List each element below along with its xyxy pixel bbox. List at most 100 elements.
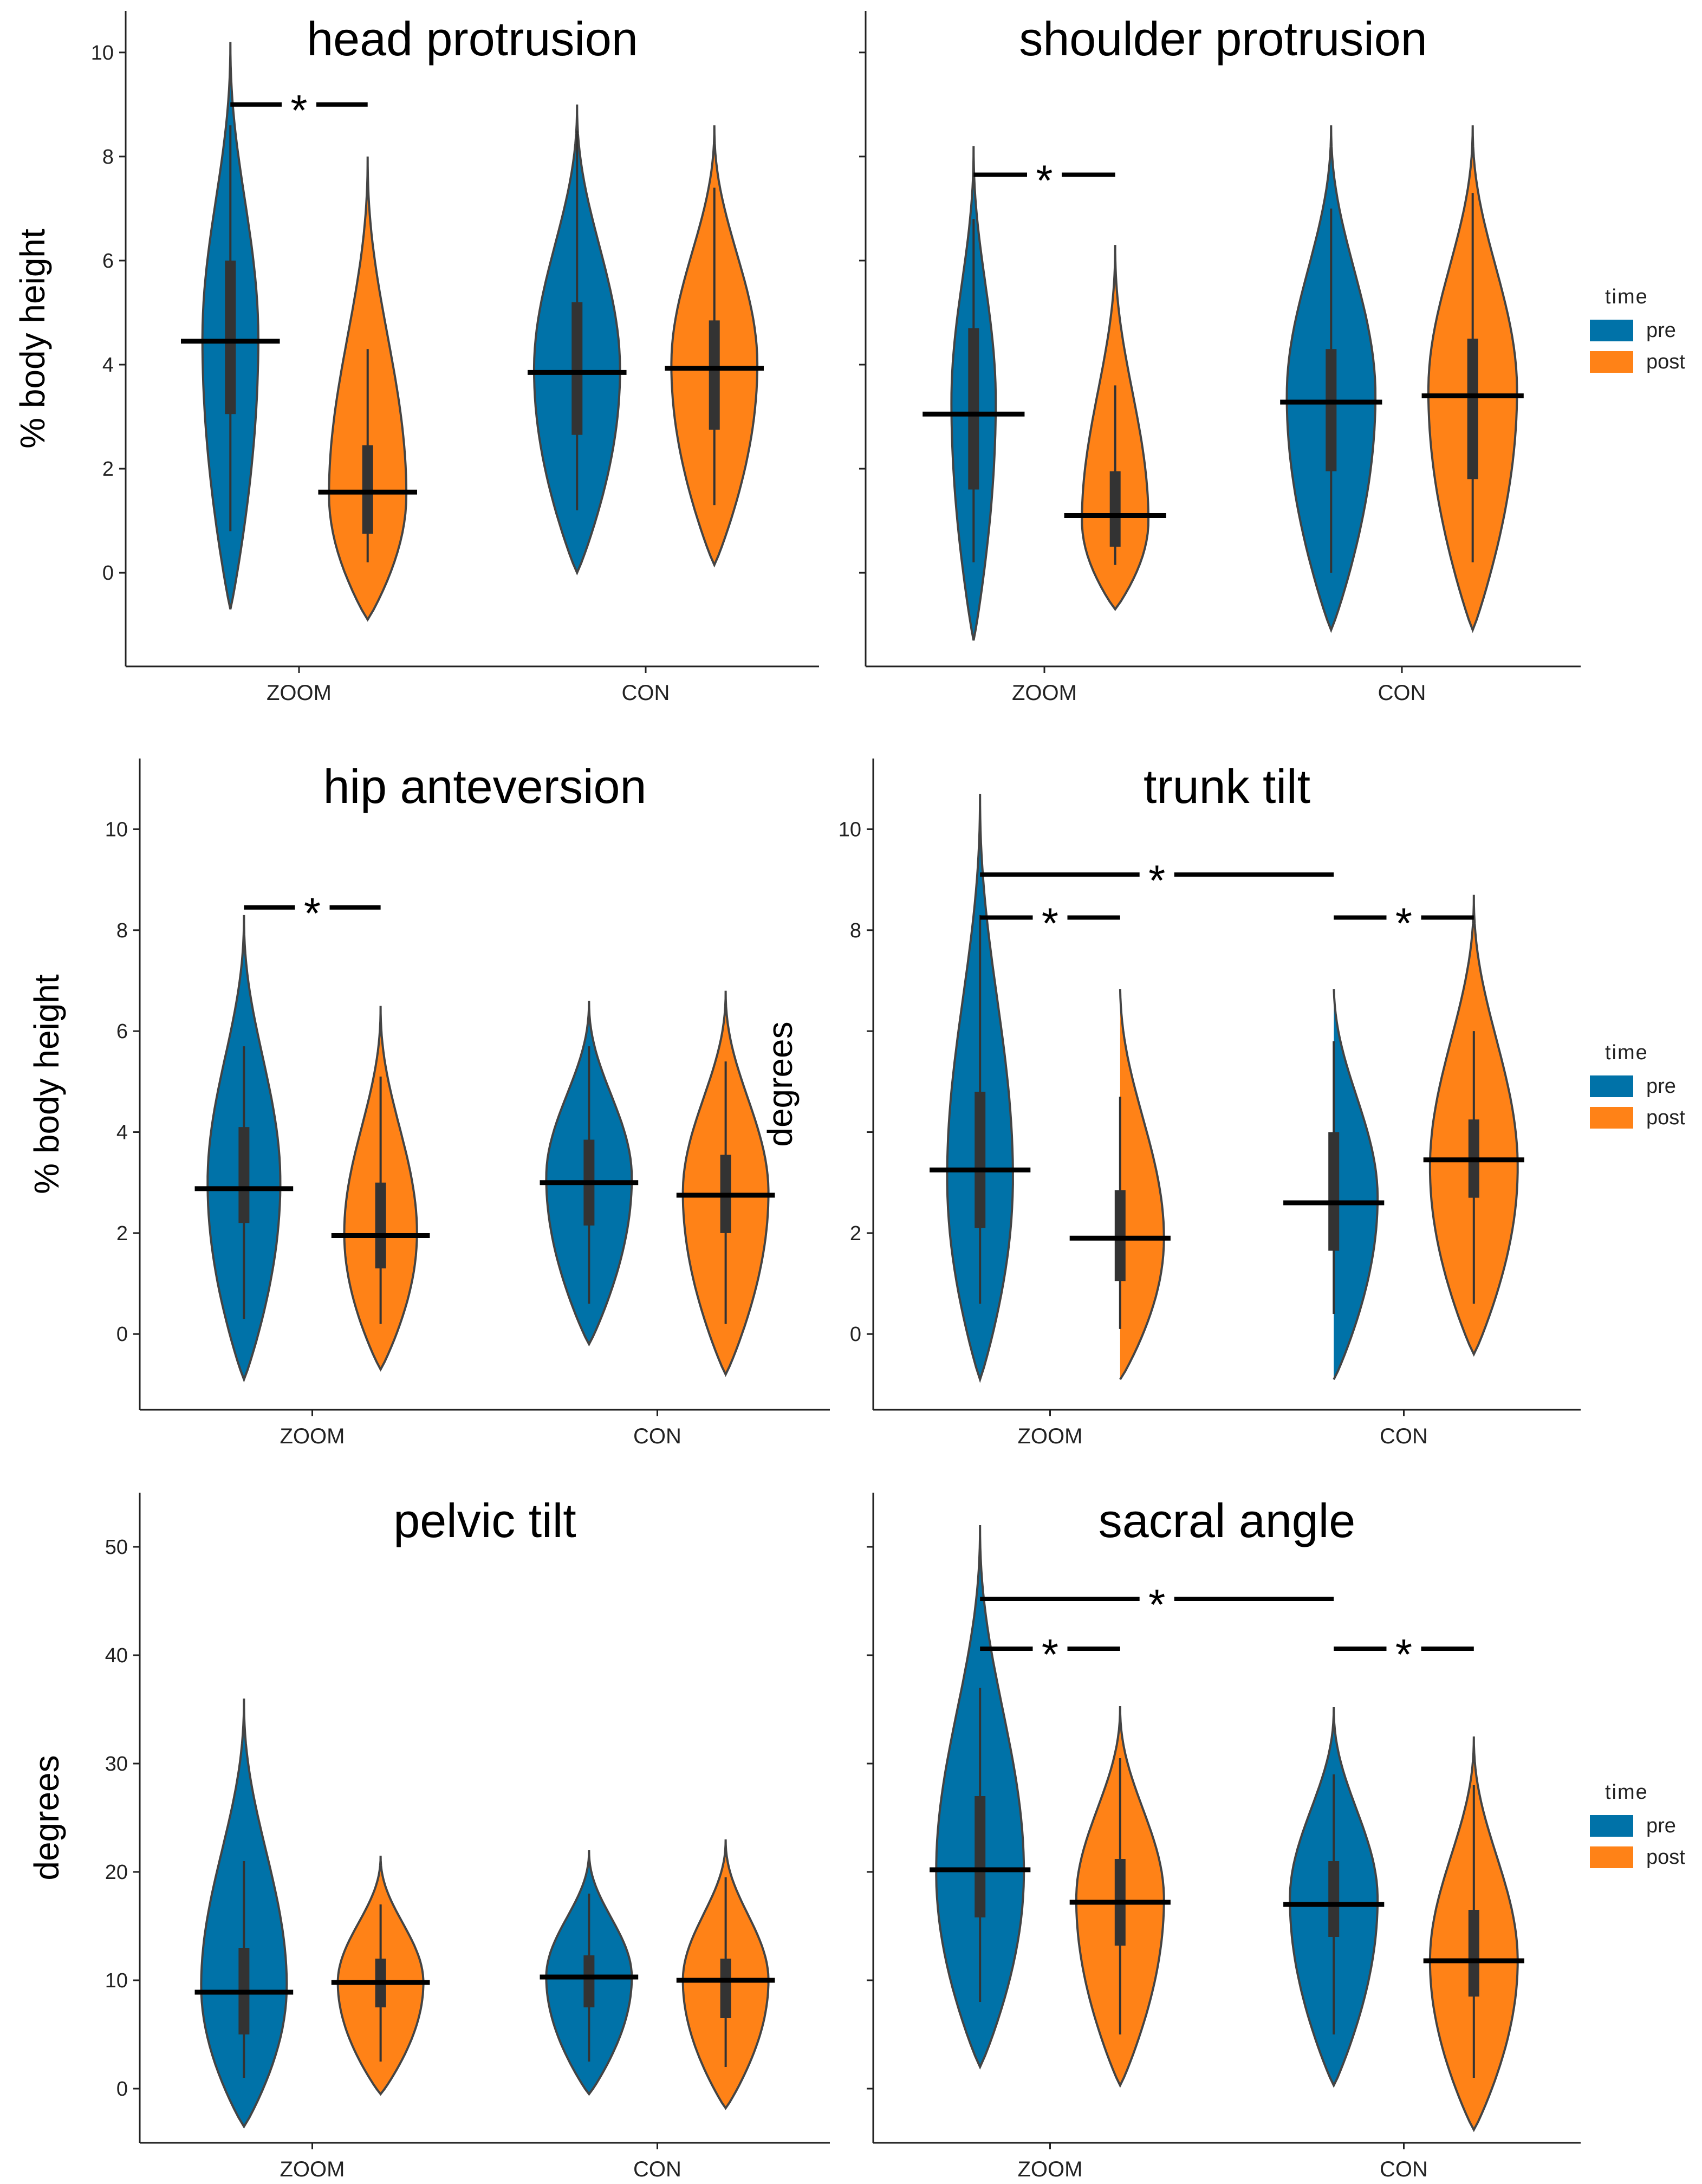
legend-title: time — [1605, 286, 1648, 308]
legend-label-post: post — [1646, 1106, 1685, 1129]
violin-post-CON — [1421, 125, 1524, 633]
legend-label-pre: pre — [1646, 1814, 1676, 1837]
panel-title: trunk tilt — [1144, 760, 1310, 813]
violin-pre-ZOOM — [181, 42, 280, 610]
violin-iqr-box — [709, 320, 720, 430]
y-axis-label: degrees — [761, 1021, 800, 1146]
y-tick-label: 0 — [850, 1323, 861, 1346]
violin-pre-ZOOM — [923, 146, 1025, 641]
y-tick-label: 4 — [116, 1122, 128, 1144]
violin-pre-ZOOM — [930, 1525, 1031, 2070]
y-tick-label: 0 — [116, 2078, 128, 2101]
legend-label-post: post — [1646, 351, 1685, 373]
violin-iqr-box — [225, 260, 236, 414]
panel-title: sacral angle — [1099, 1494, 1356, 1547]
y-tick-label: 50 — [105, 1536, 128, 1559]
x-tick-label: CON — [1378, 681, 1426, 705]
violin-pre-CON — [1283, 989, 1385, 1380]
y-tick-label: 6 — [102, 250, 114, 273]
violin-iqr-box — [975, 1091, 986, 1228]
x-tick-label: CON — [1380, 1424, 1428, 1448]
violin-iqr-box — [1109, 471, 1121, 547]
violin-iqr-box — [1468, 1910, 1479, 1997]
significance-marker: * — [980, 856, 1334, 904]
y-tick-label: 4 — [102, 354, 114, 377]
significance-marker: * — [1334, 1630, 1474, 1678]
significance-marker: * — [980, 1580, 1334, 1629]
significance-star: * — [1395, 1630, 1412, 1678]
violin-post-ZOOM — [331, 1006, 430, 1372]
violin-post-CON — [676, 1839, 775, 2110]
y-tick-label: 10 — [91, 42, 114, 64]
violin-pre-ZOOM — [930, 794, 1031, 1383]
panel-2: ZOOM CON shoulder protrusion * — [859, 11, 1581, 705]
y-axis-label: degrees — [27, 1755, 66, 1880]
legend-key-post — [1590, 1107, 1633, 1129]
violin-iqr-box — [975, 1796, 986, 1917]
panel-3: 0 2 4 6 8 10 ZOOM CON hip anteversion % body heig… — [27, 759, 830, 1448]
y-axis-label: % body height — [13, 229, 52, 449]
violin-iqr-box — [362, 445, 373, 534]
y-tick-label: 2 — [116, 1222, 128, 1245]
y-tick-label: 2 — [850, 1222, 861, 1245]
panels: 0 2 4 6 8 10 ZOOM CON head protrusion % body heig… — [13, 11, 1581, 2181]
violin-pre-CON — [540, 1001, 639, 1347]
legend-title: time — [1605, 1781, 1648, 1804]
violin-iqr-box — [1328, 1132, 1340, 1251]
y-tick-label: 6 — [116, 1020, 128, 1043]
violin-post-ZOOM — [331, 1855, 430, 2096]
panel-title: head protrusion — [307, 12, 638, 66]
violin-post-CON — [676, 990, 775, 1377]
violin-iqr-box — [1114, 1190, 1126, 1281]
violin-pre-ZOOM — [194, 915, 294, 1383]
violin-iqr-box — [720, 1959, 731, 2018]
panel-1: 0 2 4 6 8 10 ZOOM CON head protrusion % body heig… — [13, 11, 819, 705]
violin-pre-CON — [1280, 125, 1382, 633]
violin-iqr-box — [238, 1127, 250, 1223]
significance-marker: * — [230, 86, 368, 134]
violin-body — [1119, 989, 1165, 1381]
legend-2: time pre post — [1590, 1041, 1685, 1129]
y-axis-label: % body height — [27, 974, 66, 1194]
significance-star: * — [290, 86, 307, 134]
violin-post-ZOOM — [318, 156, 417, 622]
violin-body — [1333, 989, 1379, 1380]
panel-title: hip anteversion — [323, 760, 647, 813]
y-tick-label: 10 — [839, 818, 861, 841]
y-tick-label: 8 — [850, 919, 861, 942]
significance-marker: * — [1334, 899, 1474, 948]
x-tick-label: ZOOM — [1018, 2157, 1083, 2181]
significance-star: * — [1395, 899, 1412, 948]
violin-iqr-box — [1467, 339, 1478, 479]
legend-key-pre — [1590, 1075, 1633, 1097]
x-tick-label: CON — [622, 681, 670, 705]
legend-label-pre: pre — [1646, 319, 1676, 342]
y-tick-label: 10 — [105, 1969, 128, 1992]
violin-iqr-box — [571, 302, 583, 435]
y-tick-label: 0 — [102, 562, 114, 585]
y-tick-label: 8 — [102, 146, 114, 169]
significance-marker: * — [973, 157, 1115, 205]
legend-label-post: post — [1646, 1846, 1685, 1869]
violin-iqr-box — [1328, 1861, 1340, 1937]
x-tick-label: ZOOM — [280, 2157, 345, 2181]
panel-5: 0 10 20 30 40 50 ZOOM CON pelvic tilt degrees — [27, 1493, 830, 2181]
x-tick-label: ZOOM — [280, 1424, 345, 1448]
significance-star: * — [1148, 856, 1165, 904]
significance-star: * — [1042, 1630, 1058, 1678]
significance-star: * — [1036, 157, 1053, 205]
legend-key-pre — [1590, 320, 1633, 341]
violin-post-CON — [665, 125, 764, 568]
x-tick-label: ZOOM — [1012, 681, 1077, 705]
significance-marker: * — [980, 899, 1120, 948]
violin-iqr-box — [375, 1182, 386, 1269]
violin-pre-CON — [1283, 1707, 1385, 2088]
legend-key-post — [1590, 351, 1633, 373]
y-tick-label: 40 — [105, 1644, 128, 1667]
violin-post-CON — [1423, 895, 1524, 1357]
legend-3: time pre post — [1590, 1781, 1685, 1869]
legend-key-post — [1590, 1846, 1633, 1868]
legends: time pre post time pre post time pre post — [1590, 286, 1685, 1869]
x-tick-label: ZOOM — [267, 681, 332, 705]
